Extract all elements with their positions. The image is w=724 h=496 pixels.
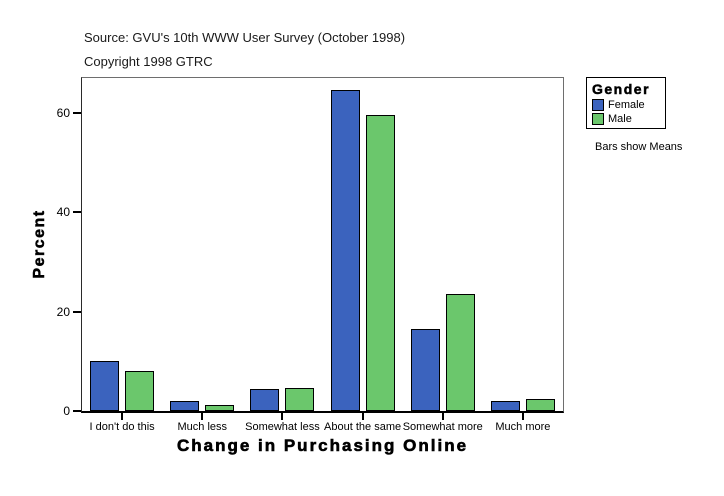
bar-male-5 xyxy=(525,399,555,411)
x-category-label: About the same xyxy=(324,421,402,433)
x-tick xyxy=(121,413,124,420)
bar-male-0 xyxy=(125,371,155,411)
x-category-label: Somewhat less xyxy=(245,421,320,433)
legend-entry-male: Male xyxy=(592,112,665,125)
y-tick xyxy=(73,310,81,313)
source-text: Source: GVU's 10th WWW User Survey (Octo… xyxy=(84,30,406,45)
x-tick xyxy=(201,413,204,420)
y-tick-label: 60 xyxy=(56,105,70,120)
x-tick xyxy=(361,413,364,420)
legend-box: Gender Female Male xyxy=(586,77,666,129)
y-tick xyxy=(73,111,81,114)
bar-female-5 xyxy=(490,401,520,411)
y-tick xyxy=(73,211,81,214)
legend-title: Gender xyxy=(592,81,651,98)
bar-male-2 xyxy=(285,388,315,411)
bar-female-1 xyxy=(170,401,200,411)
y-tick-label: 40 xyxy=(56,205,70,220)
bars-show-means-note: Bars show Means xyxy=(595,141,683,153)
x-category-label: Much more xyxy=(495,421,551,433)
x-category-label: I don't do this xyxy=(89,421,155,433)
bar-female-4 xyxy=(410,329,440,411)
legend-label-female: Female xyxy=(608,98,645,111)
bar-female-0 xyxy=(90,361,120,411)
copyright-text: Copyright 1998 GTRC xyxy=(84,54,213,69)
x-tick xyxy=(441,413,444,420)
bar-male-4 xyxy=(445,294,475,411)
legend-entries: Female Male xyxy=(587,98,665,125)
x-tick xyxy=(281,413,284,420)
bar-female-2 xyxy=(250,389,280,411)
bar-male-3 xyxy=(365,115,395,411)
legend-swatch-female xyxy=(592,98,604,111)
x-tick xyxy=(521,413,524,420)
legend-entry-female: Female xyxy=(592,98,665,111)
y-tick-label: 20 xyxy=(56,304,70,319)
plot-area: 0 20 40 60 I don't do this Much less Somewhat … xyxy=(57,77,564,433)
y-axis-title: Percent xyxy=(31,209,49,279)
x-category-label: Somewhat more xyxy=(402,421,483,433)
x-category-label: Much less xyxy=(177,421,228,433)
bar-male-1 xyxy=(205,405,235,411)
legend-label-male: Male xyxy=(608,112,632,125)
legend-swatch-male xyxy=(592,112,604,125)
y-tick xyxy=(73,410,81,412)
y-tick-label: 0 xyxy=(63,404,70,418)
x-axis-title: Change in Purchasing Online xyxy=(176,436,469,456)
bar-female-3 xyxy=(330,90,360,411)
